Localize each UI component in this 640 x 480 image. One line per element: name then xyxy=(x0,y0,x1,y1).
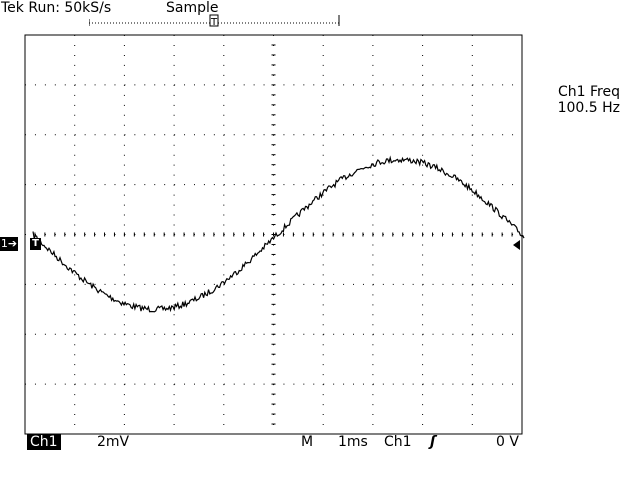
trigger-position-marker: T xyxy=(30,238,41,250)
measurement-label: Ch1 Freq xyxy=(558,84,620,100)
acquisition-mode: Sample xyxy=(166,0,219,16)
channel-ground-marker: 1➔ xyxy=(0,237,18,251)
acquisition-status: Tek Run: 50kS/s xyxy=(1,0,112,16)
trigger-level: 0 V xyxy=(496,434,519,450)
measurement-value: 100.5 Hz xyxy=(557,100,620,116)
waveform-trace xyxy=(32,155,525,313)
channel-label: Ch1 xyxy=(27,434,61,450)
volts-per-div: 2mV xyxy=(97,434,130,450)
trigger-source: Ch1 xyxy=(384,434,412,450)
record-length-bar: T xyxy=(89,14,340,27)
trigger-slope-icon: ʃ xyxy=(430,434,436,450)
graticule xyxy=(24,34,523,435)
main-timebase-label: M xyxy=(301,434,314,450)
svg-text:T: T xyxy=(210,17,218,27)
measurement-readout: Ch1 Freq 100.5 Hz xyxy=(528,84,620,116)
trigger-level-arrow xyxy=(513,240,520,250)
time-per-div: 1ms xyxy=(338,434,368,450)
